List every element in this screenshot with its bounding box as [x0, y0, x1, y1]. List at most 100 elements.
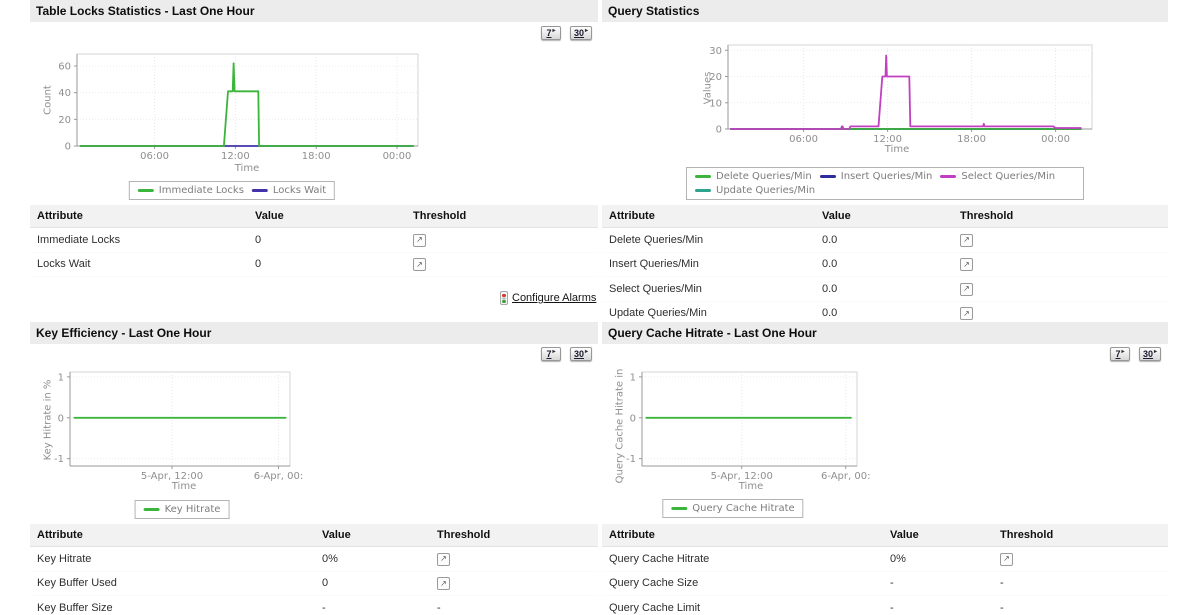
- threshold-cell: ↗: [953, 307, 1168, 320]
- legend-item: Update Queries/Min: [695, 185, 815, 196]
- threshold-edit-icon[interactable]: ↗: [960, 307, 973, 320]
- seven-day-label: 7: [546, 349, 552, 359]
- value-cell: 0.0: [822, 282, 838, 295]
- panel-header-key-efficiency: Key Efficiency - Last One Hour: [30, 322, 598, 344]
- y-tick-label: 40: [58, 88, 71, 99]
- arrow-right-icon: ▸: [1154, 348, 1158, 355]
- series-line-select-queries-min: [729, 54, 1082, 130]
- y-tick-label: 0: [65, 142, 71, 153]
- x-axis-label: Time: [738, 481, 764, 492]
- column-header: Value: [322, 529, 351, 541]
- column-header: Attribute: [37, 529, 83, 541]
- table-row: Key Buffer Used 0 ↗: [30, 572, 598, 596]
- legend-swatch: [671, 507, 688, 510]
- x-axis-label: Time: [234, 163, 260, 174]
- table-header-row: Attribute Value Threshold: [30, 205, 598, 228]
- y-tick-label: 30: [709, 46, 722, 57]
- y-tick-label: 1: [58, 372, 64, 383]
- middle-light: [502, 296, 506, 300]
- legend-item: Insert Queries/Min: [819, 171, 932, 182]
- table-row: Query Cache Limit - -: [602, 596, 1168, 615]
- threshold-edit-icon[interactable]: ↗: [437, 577, 450, 590]
- y-tick-label: 20: [709, 72, 722, 83]
- column-header: Threshold: [413, 210, 467, 222]
- attribute-cell: Query Cache Hitrate: [609, 552, 710, 565]
- chart-7-day-button[interactable]: 7 ▸: [541, 347, 561, 361]
- chart-30-day-button[interactable]: 30 ▸: [570, 347, 593, 361]
- value-cell: 0%: [322, 552, 338, 565]
- legend-item: Query Cache Hitrate: [671, 503, 795, 514]
- period-buttons-query-cache: 7 ▸ 30 ▸: [1110, 347, 1162, 361]
- threshold-cell: -: [437, 601, 441, 614]
- legend-item: Select Queries/Min: [940, 171, 1055, 182]
- column-header: Threshold: [1000, 529, 1054, 541]
- chart-legend: Key Hitrate: [134, 500, 230, 519]
- query-cache-hitrate-chart: 5-Apr, 12:00 6-Apr, 00: -1 0 1: [626, 371, 870, 482]
- configure-alarms-link[interactable]: Configure Alarms: [512, 292, 597, 304]
- arrow-right-icon: ▸: [1121, 348, 1125, 355]
- threshold-edit-icon[interactable]: ↗: [1000, 552, 1013, 566]
- attribute-cell: Delete Queries/Min: [609, 233, 704, 246]
- panel-title-query-statistics: Query Statistics: [608, 4, 700, 18]
- attribute-cell: Select Queries/Min: [609, 282, 702, 295]
- threshold-cell: -: [1000, 577, 1004, 590]
- legend-swatch: [695, 189, 711, 192]
- table-locks-chart: 06:00 12:00 18:00 00:00 0 20 40 60: [58, 53, 419, 162]
- threshold-edit-icon[interactable]: ↗: [437, 552, 450, 566]
- thirty-day-label: 30: [1143, 349, 1154, 359]
- table-row: Insert Queries/Min 0.0 ↗: [602, 253, 1168, 277]
- seven-day-label: 7: [1115, 349, 1121, 359]
- panel-title-query-cache-hitrate: Query Cache Hitrate - Last One Hour: [608, 326, 817, 340]
- configure-alarms: Configure Alarms: [500, 291, 596, 305]
- chart-30-day-button[interactable]: 30 ▸: [1139, 347, 1162, 361]
- column-header: Value: [890, 529, 919, 541]
- attribute-cell: Locks Wait: [37, 258, 91, 271]
- table-header-row: Attribute Value Threshold: [30, 524, 598, 547]
- table-header-row: Attribute Value Threshold: [602, 205, 1168, 228]
- threshold-edit-icon[interactable]: ↗: [960, 258, 973, 271]
- y-tick-label: 10: [709, 98, 722, 109]
- value-cell: 0: [322, 577, 329, 590]
- threshold-edit-icon[interactable]: ↗: [413, 258, 426, 271]
- query-statistics-table: Attribute Value Threshold Delete Queries/Mi…: [602, 205, 1168, 326]
- value-cell: -: [890, 577, 894, 590]
- arrow-right-icon: ▸: [552, 27, 556, 34]
- attribute-cell: Key Buffer Size: [37, 601, 113, 614]
- legend-label: Immediate Locks: [158, 185, 244, 196]
- threshold-cell: ↗: [430, 552, 598, 566]
- threshold-edit-icon[interactable]: ↗: [960, 233, 973, 247]
- x-tick-label: 06:00: [140, 151, 169, 162]
- attribute-cell: Update Queries/Min: [609, 307, 707, 320]
- x-tick-label: 12:00: [221, 151, 250, 162]
- chart-7-day-button[interactable]: 7 ▸: [541, 26, 561, 40]
- table-row: Key Buffer Size - -: [30, 596, 598, 615]
- table-row: Query Cache Hitrate 0% ↗: [602, 547, 1168, 572]
- threshold-cell: ↗: [953, 233, 1168, 247]
- table-row: Locks Wait 0 ↗: [30, 253, 598, 277]
- chart-legend: Query Cache Hitrate: [662, 499, 804, 518]
- chart-30-day-button[interactable]: 30 ▸: [570, 26, 593, 40]
- key-efficiency-table: Attribute Value Threshold Key Hitrate 0% ↗ Key…: [30, 524, 598, 615]
- x-tick-label: 5-Apr, 12:00: [141, 471, 203, 482]
- threshold-edit-icon[interactable]: ↗: [413, 233, 426, 247]
- legend-swatch: [940, 175, 957, 178]
- legend-swatch: [143, 508, 160, 511]
- table-header-row: Attribute Value Threshold: [602, 524, 1168, 547]
- y-tick-label: 60: [58, 62, 71, 73]
- legend-item: Immediate Locks: [137, 185, 244, 196]
- period-buttons-key-efficiency: 7 ▸ 30 ▸: [541, 347, 593, 361]
- seven-day-label: 7: [546, 28, 552, 38]
- legend-label: Select Queries/Min: [961, 171, 1056, 182]
- chart-7-day-button[interactable]: 7 ▸: [1110, 347, 1130, 361]
- chart-legend: Delete Queries/Min Insert Queries/Min Sele…: [686, 167, 1084, 200]
- value-cell: 0.0: [822, 233, 838, 246]
- y-tick-label: 1: [630, 372, 636, 383]
- legend-swatch: [251, 189, 268, 192]
- threshold-edit-icon[interactable]: ↗: [960, 282, 973, 296]
- y-tick-label: -1: [54, 454, 64, 465]
- green-light: [502, 299, 506, 303]
- panel-header-query-statistics: Query Statistics: [602, 0, 1168, 22]
- chart-legend: Immediate Locks Locks Wait: [128, 181, 336, 200]
- arrow-right-icon: ▸: [552, 348, 556, 355]
- attribute-cell: Query Cache Size: [609, 577, 699, 590]
